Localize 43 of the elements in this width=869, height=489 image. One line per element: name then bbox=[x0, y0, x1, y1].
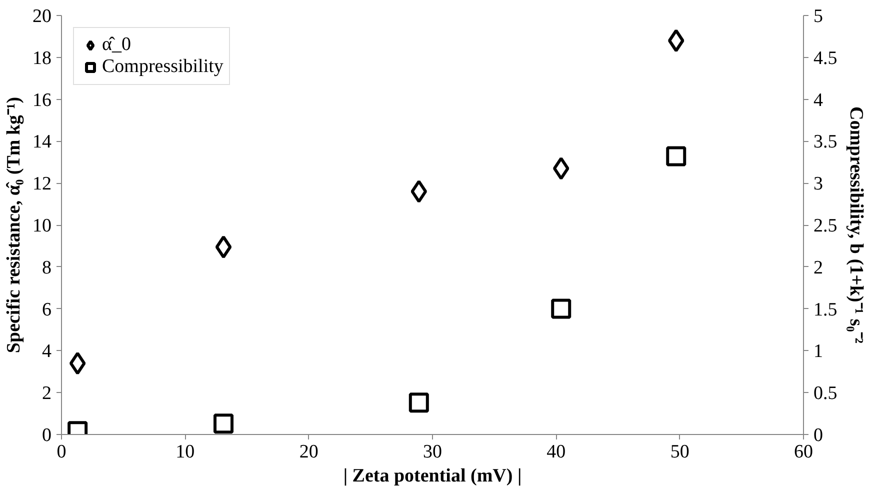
point bbox=[214, 414, 234, 434]
x-tick-label: 50 bbox=[670, 442, 690, 462]
y-tick-label: 8 bbox=[42, 257, 52, 278]
y-tick-label: 20 bbox=[32, 6, 52, 27]
point bbox=[552, 156, 570, 180]
y-tick-label: 12 bbox=[32, 174, 52, 195]
y2-tick-label: 2 bbox=[814, 257, 823, 278]
y2-axis-title: Compressibility, b (1+k)⁻¹ s₀⁻² bbox=[845, 106, 866, 344]
legend-label: Compressibility bbox=[102, 56, 224, 78]
x-tick-label: 40 bbox=[546, 442, 566, 462]
point bbox=[410, 180, 428, 203]
y-tick-label: 0 bbox=[42, 425, 52, 446]
point bbox=[408, 392, 429, 413]
point bbox=[668, 29, 684, 52]
y2-tick-label: 2.5 bbox=[814, 216, 838, 236]
y-tick-label: 2 bbox=[42, 383, 52, 404]
point bbox=[69, 352, 86, 375]
y-tick-label: 16 bbox=[32, 90, 52, 111]
y2-tick-label: 4.5 bbox=[814, 48, 838, 69]
y-tick-label: 18 bbox=[32, 48, 52, 69]
x-tick-label: 20 bbox=[299, 442, 318, 462]
x-tick-label: 10 bbox=[176, 442, 195, 462]
x-tick-label: 0 bbox=[56, 442, 66, 462]
legend-label: α̂_0 bbox=[102, 34, 131, 56]
x-tick-label: 60 bbox=[794, 442, 813, 462]
y2-tick-label: 0.5 bbox=[814, 383, 838, 404]
y-tick-label: 14 bbox=[32, 132, 52, 153]
y2-tick-label: 1.5 bbox=[814, 299, 838, 320]
y2-tick-label: 3 bbox=[814, 174, 823, 195]
point bbox=[666, 146, 686, 166]
y2-tick-label: 1 bbox=[814, 341, 823, 362]
y2-tick-label: 3.5 bbox=[814, 132, 838, 153]
y2-tick-label: 4 bbox=[814, 90, 824, 111]
y-axis-title: Specific resistance, α̂₀ (Tm kg⁻¹) bbox=[4, 96, 24, 354]
y-tick-label: 6 bbox=[42, 299, 52, 320]
y-tick-label: 10 bbox=[32, 216, 52, 236]
x-tick-label: 30 bbox=[423, 442, 442, 462]
x-axis-title: | Zeta potential (mV) | bbox=[343, 466, 522, 486]
y2-tick-label: 5 bbox=[814, 6, 823, 27]
y-tick-label: 4 bbox=[42, 341, 52, 362]
y2-tick-label: 0 bbox=[814, 425, 823, 446]
point bbox=[215, 235, 232, 258]
point bbox=[551, 298, 572, 319]
